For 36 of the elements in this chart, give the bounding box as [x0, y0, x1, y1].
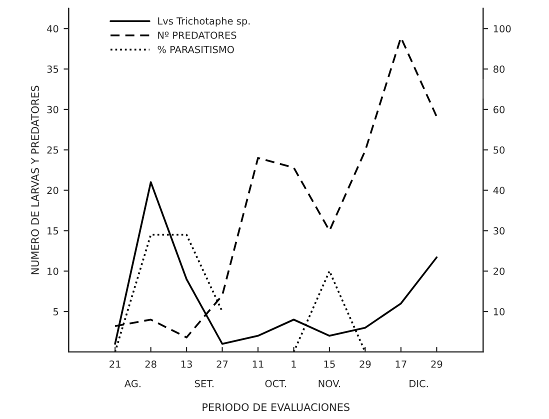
text: SET. — [194, 380, 214, 388]
x-tick-label: 21 — [110, 360, 120, 368]
text: NOV. — [318, 380, 340, 388]
y2-tick-label: 50 — [494, 146, 505, 154]
y-tick-label: 5 — [53, 308, 58, 316]
y-axis-title: NUMERO DE LARVAS Y PREDATORES — [31, 86, 39, 274]
y2-tick-label: 10 — [494, 308, 505, 316]
y-tick-label: 25 — [47, 146, 58, 154]
x-tick-label: 15 — [324, 360, 335, 368]
y-tick-label: 15 — [48, 227, 58, 235]
legend-label: % PARASITISMO — [158, 46, 234, 54]
text: DIC. — [410, 380, 428, 388]
legend-label: Lvs Trichotaphe sp. — [158, 17, 250, 27]
x-tick-label: 29 — [360, 360, 371, 368]
x-tick-label: 29 — [431, 360, 442, 368]
x-tick-label: 11 — [252, 360, 264, 368]
x-tick-label: 28 — [145, 360, 156, 368]
legend-label: Nº PREDATORES — [158, 32, 236, 39]
y-tick-label: 30 — [47, 106, 58, 114]
x-tick-label: 27 — [216, 360, 228, 368]
x-tick-label: 13 — [181, 360, 192, 368]
x-tick-label: 17 — [396, 360, 406, 368]
y3-tick-label: 100 — [494, 25, 511, 32]
y-tick-label: 20 — [47, 186, 58, 194]
y-tick-label: 35 — [47, 65, 58, 73]
y-tick-label: 40 — [47, 25, 58, 32]
y2-tick-label: 40 — [493, 186, 505, 194]
text: OCT. — [265, 380, 286, 388]
x-axis-title: PERIODO DE EVALUACIONES — [202, 403, 350, 412]
y2-tick-label: 20 — [494, 268, 505, 275]
y3-tick-label: 80 — [494, 65, 505, 73]
y-tick-label: 10 — [48, 268, 58, 275]
x-tick-label: 1 — [292, 360, 296, 368]
y2-tick-label: 30 — [494, 227, 505, 235]
text: AG. — [124, 380, 140, 388]
y2-tick-label: 60 — [494, 106, 505, 114]
